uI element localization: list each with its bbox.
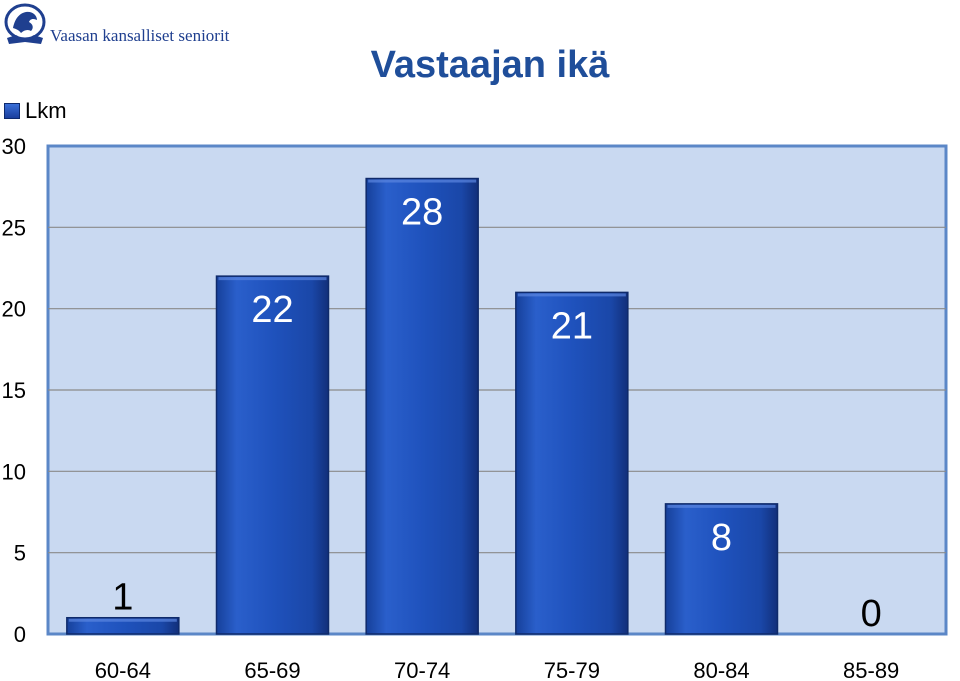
bar — [515, 291, 629, 635]
y-tick-label: 25 — [2, 215, 26, 240]
x-tick-label: 75-79 — [544, 658, 600, 681]
lion-emblem-icon — [4, 3, 46, 44]
x-tick-label: 60-64 — [95, 658, 151, 681]
bar-highlight — [368, 179, 477, 183]
x-tick-label: 65-69 — [244, 658, 300, 681]
y-tick-label: 0 — [14, 622, 26, 647]
chart-legend: Lkm — [4, 98, 67, 124]
bar — [66, 616, 180, 635]
y-tick-label: 20 — [2, 297, 26, 322]
y-tick-label: 10 — [2, 459, 26, 484]
data-label: 8 — [711, 517, 732, 559]
y-tick-label: 30 — [2, 134, 26, 159]
y-tick-label: 5 — [14, 541, 26, 566]
data-label: 0 — [861, 593, 882, 635]
x-tick-label: 80-84 — [693, 658, 749, 681]
x-tick-label: 85-89 — [843, 658, 899, 681]
organization-name: Vaasan kansalliset seniorit — [50, 26, 230, 45]
bar-highlight — [68, 618, 177, 622]
bar — [365, 177, 479, 635]
bar-highlight — [218, 277, 327, 281]
legend-label: Lkm — [25, 98, 67, 123]
bar-highlight — [517, 293, 626, 297]
data-label: 1 — [112, 577, 133, 619]
organization-header: Vaasan kansalliset seniorit — [4, 2, 229, 46]
data-label: 21 — [551, 305, 593, 347]
y-tick-label: 15 — [2, 378, 26, 403]
bar-highlight — [667, 504, 776, 508]
data-label: 28 — [401, 192, 443, 234]
x-tick-label: 70-74 — [394, 658, 450, 681]
legend-swatch — [4, 103, 20, 119]
data-label: 22 — [251, 289, 293, 331]
chart-title: Vastaajan ikä — [370, 44, 610, 86]
bar — [215, 275, 330, 635]
bar — [664, 503, 779, 635]
